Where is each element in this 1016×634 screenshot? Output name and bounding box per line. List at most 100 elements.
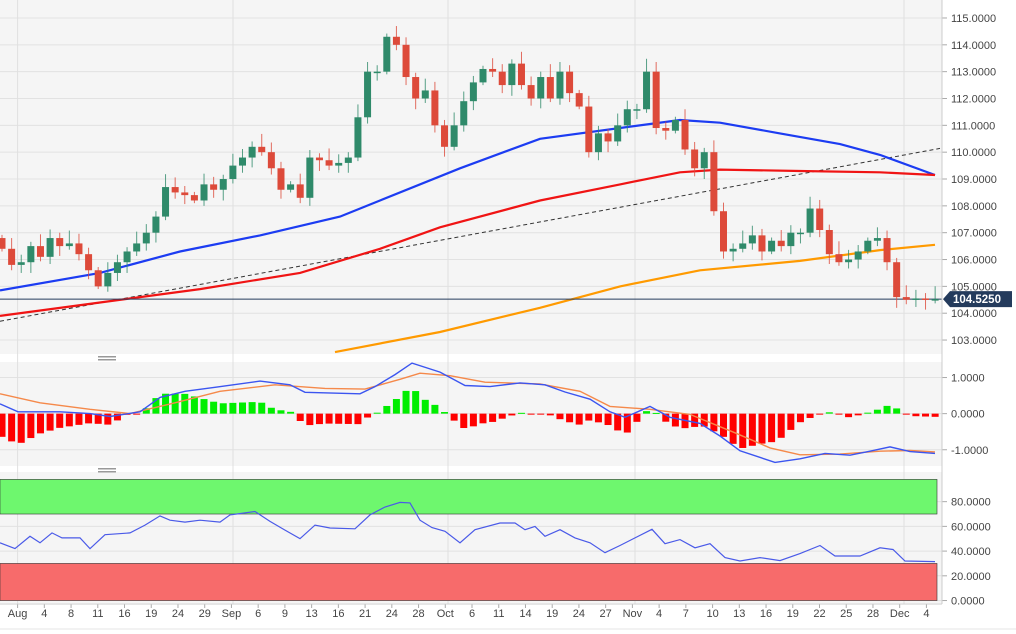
macd-histogram-bar: [17, 413, 25, 443]
candle-body: [373, 71, 381, 74]
price-y-tick-label: 114.0000: [951, 40, 996, 52]
x-tick-label: 4: [41, 608, 47, 620]
candle: [181, 185, 189, 205]
candle: [402, 37, 410, 86]
macd-histogram-bar: [364, 413, 372, 418]
candle: [335, 154, 343, 173]
macd-histogram-bar: [806, 413, 814, 418]
candle: [873, 227, 881, 247]
macd-histogram-bar: [56, 413, 64, 428]
candle-body: [27, 246, 35, 263]
candle: [902, 285, 910, 305]
x-tick-label: 28: [867, 608, 879, 620]
macd-histogram-bar: [912, 413, 920, 417]
macd-histogram-bar: [845, 413, 853, 418]
rsi-y-tick-label: 40.0000: [951, 546, 991, 558]
candle-body: [720, 211, 727, 252]
candle-body: [315, 157, 323, 161]
macd-histogram-bar: [85, 413, 93, 424]
rsi-y-tick-label: 60.0000: [951, 521, 991, 533]
candle-body: [306, 157, 314, 198]
candle-body: [498, 71, 506, 86]
candle-body: [768, 240, 776, 252]
candle: [575, 89, 583, 110]
candle-body: [239, 157, 246, 166]
candle: [258, 133, 266, 156]
candle-body: [75, 243, 83, 255]
macd-histogram-bar: [36, 413, 44, 434]
macd-histogram-bar: [239, 402, 246, 414]
candle: [691, 141, 699, 177]
candle: [171, 177, 179, 199]
candle-body: [181, 192, 189, 196]
candle: [498, 64, 506, 94]
candle: [267, 142, 275, 175]
macd-histogram-bar: [181, 393, 189, 414]
macd-histogram-bar: [162, 393, 170, 414]
candle-body: [710, 152, 718, 212]
candle: [0, 234, 6, 252]
macd-histogram-bar: [691, 413, 699, 427]
candle: [421, 78, 429, 103]
macd-histogram-bar: [152, 398, 160, 414]
macd-histogram-bar: [287, 411, 295, 414]
candle: [133, 231, 141, 256]
candle-body: [614, 125, 622, 142]
pane-resize-handle-rsi[interactable]: [98, 468, 116, 473]
candle: [392, 26, 400, 51]
macd-histogram-bar: [344, 413, 352, 424]
macd-histogram-bar: [546, 413, 554, 416]
candle: [364, 61, 372, 124]
macd-histogram-bar: [623, 413, 631, 433]
candle-body: [56, 238, 64, 247]
macd-histogram-bar: [720, 413, 727, 437]
rsi-y-tick-label: 0.0000: [951, 596, 985, 608]
candle: [922, 293, 930, 310]
candle: [806, 196, 814, 238]
rsi-line: [0, 501, 936, 563]
candle-body: [758, 235, 766, 252]
candle: [489, 58, 497, 78]
macd-histogram-bar: [633, 413, 641, 422]
candle: [527, 76, 535, 106]
candle: [239, 148, 246, 173]
candle-body: [450, 125, 458, 147]
candle: [36, 234, 44, 262]
candle: [152, 211, 160, 243]
candle: [27, 241, 35, 273]
last-price-label: 104.5250: [953, 294, 1001, 306]
candle-body: [383, 36, 391, 72]
candle-body: [94, 270, 102, 287]
candle-body: [893, 262, 901, 298]
candle-body: [489, 68, 497, 72]
candle-body: [883, 238, 891, 263]
pane-resize-handle-macd[interactable]: [98, 356, 116, 361]
macd-histogram-bar: [306, 413, 314, 426]
candle-body: [200, 184, 208, 201]
x-tick-label: 14: [519, 608, 531, 620]
candle-body: [796, 232, 804, 235]
macd-histogram-bar: [210, 401, 218, 414]
macd-histogram-bar: [873, 409, 881, 414]
rsi-oversold-zone: [0, 563, 938, 601]
macd-histogram-bar: [335, 413, 343, 424]
candle: [46, 229, 54, 265]
macd-histogram-bar: [113, 413, 121, 421]
macd-histogram-bar: [383, 405, 391, 414]
x-tick-label: 9: [282, 608, 288, 620]
candle-body: [585, 106, 593, 153]
candle-body: [210, 184, 218, 190]
macd-histogram-bar: [200, 399, 208, 414]
x-tick-label: 8: [68, 608, 74, 620]
candle-body: [296, 184, 304, 198]
macd-histogram-bar: [27, 413, 35, 439]
candle-body: [46, 238, 54, 257]
x-tick-label: 27: [600, 608, 612, 620]
macd-histogram-bar: [883, 405, 891, 414]
candle-body: [65, 243, 73, 247]
x-tick-label: Aug: [8, 608, 28, 620]
macd-histogram-bar: [373, 412, 381, 414]
candle-body: [700, 152, 708, 169]
candle: [142, 224, 150, 251]
